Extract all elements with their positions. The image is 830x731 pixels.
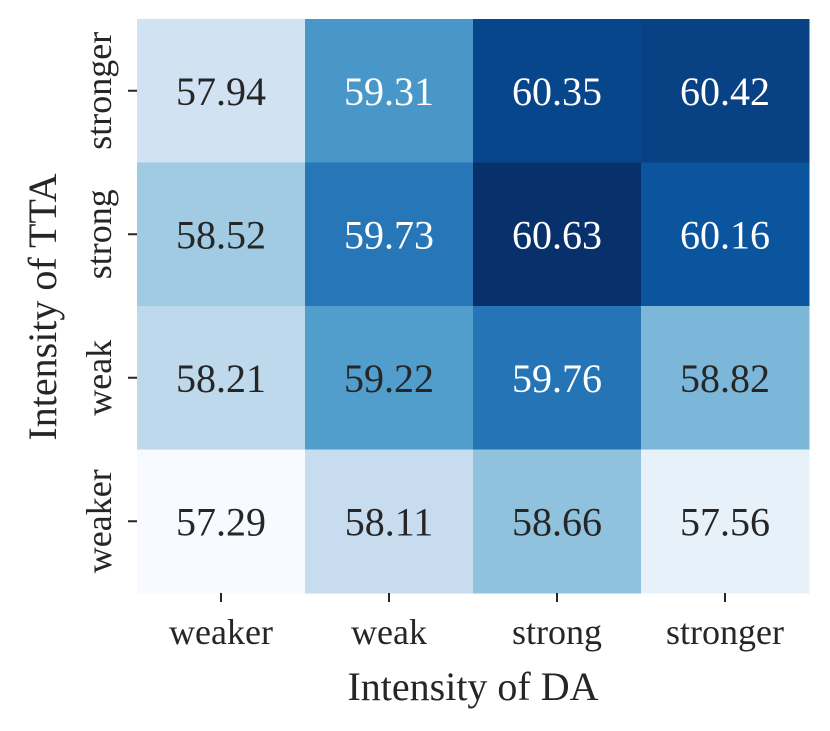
heatmap-cell-r3-c1 [305, 449, 474, 594]
heatmap-cell-r1-c0 [137, 162, 306, 307]
cell-value-label-r0-c0: 57.94 [176, 69, 266, 114]
cell-value-label-r0-c3: 60.42 [680, 69, 770, 114]
heatmap-cell-r1-c3 [641, 162, 810, 307]
heatmap-cell-r0-c0 [137, 19, 306, 163]
x-axis-title: Intensity of DA [347, 664, 598, 709]
x-tick-label-weaker: weaker [169, 612, 273, 652]
heatmap-cell-r2-c1 [305, 306, 474, 450]
cell-value-label-r1-c0: 58.52 [176, 212, 266, 257]
x-tick-label-weak: weak [351, 612, 427, 652]
cell-value-label-r3-c1: 58.11 [345, 499, 434, 544]
heatmap-cell-r1-c2 [473, 162, 642, 307]
heatmap-cell-r2-c3 [641, 306, 810, 450]
cell-value-label-r2-c1: 59.22 [344, 356, 434, 401]
y-axis-title: Intensity of TTA [20, 173, 65, 440]
heatmap-cell-r1-c1 [305, 162, 474, 307]
x-axis: weaker weak strong stronger [169, 593, 784, 652]
x-tick-label-stronger: stronger [666, 612, 784, 652]
y-tick-label-stronger: stronger [79, 32, 119, 150]
heatmap-cells [137, 19, 810, 594]
y-tick-label-weaker: weaker [79, 469, 119, 573]
heatmap-cell-r3-c0 [137, 449, 306, 594]
cell-value-label-r2-c2: 59.76 [512, 356, 602, 401]
cell-value-label-r0-c1: 59.31 [344, 69, 434, 114]
cell-value-label-r3-c2: 58.66 [512, 499, 602, 544]
y-tick-label-weak: weak [79, 340, 119, 416]
heatmap-cell-r3-c3 [641, 449, 810, 594]
cell-value-label-r2-c0: 58.21 [176, 356, 266, 401]
cell-value-label-r1-c3: 60.16 [680, 212, 770, 257]
cell-value-label-r1-c2: 60.63 [512, 212, 602, 257]
cell-value-label-r1-c1: 59.73 [344, 212, 434, 257]
heatmap-cell-r2-c2 [473, 306, 642, 450]
cell-value-label-r3-c3: 57.56 [680, 499, 770, 544]
cell-value-label-r3-c0: 57.29 [176, 499, 266, 544]
y-tick-label-strong: strong [79, 189, 119, 279]
heatmap-cell-r0-c1 [305, 19, 474, 163]
cell-value-label-r0-c2: 60.35 [512, 69, 602, 114]
heatmap-cell-r2-c0 [137, 306, 306, 450]
heatmap-cell-r3-c2 [473, 449, 642, 594]
heatmap-cell-r0-c3 [641, 19, 810, 163]
heatmap-cell-r0-c2 [473, 19, 642, 163]
x-tick-label-strong: strong [512, 612, 602, 652]
cell-value-labels: 57.94 59.31 60.35 60.42 58.52 59.73 60.63 60.16… [176, 69, 770, 545]
cell-value-label-r2-c3: 58.82 [680, 356, 770, 401]
y-axis: stronger strong weak weaker [79, 32, 137, 573]
